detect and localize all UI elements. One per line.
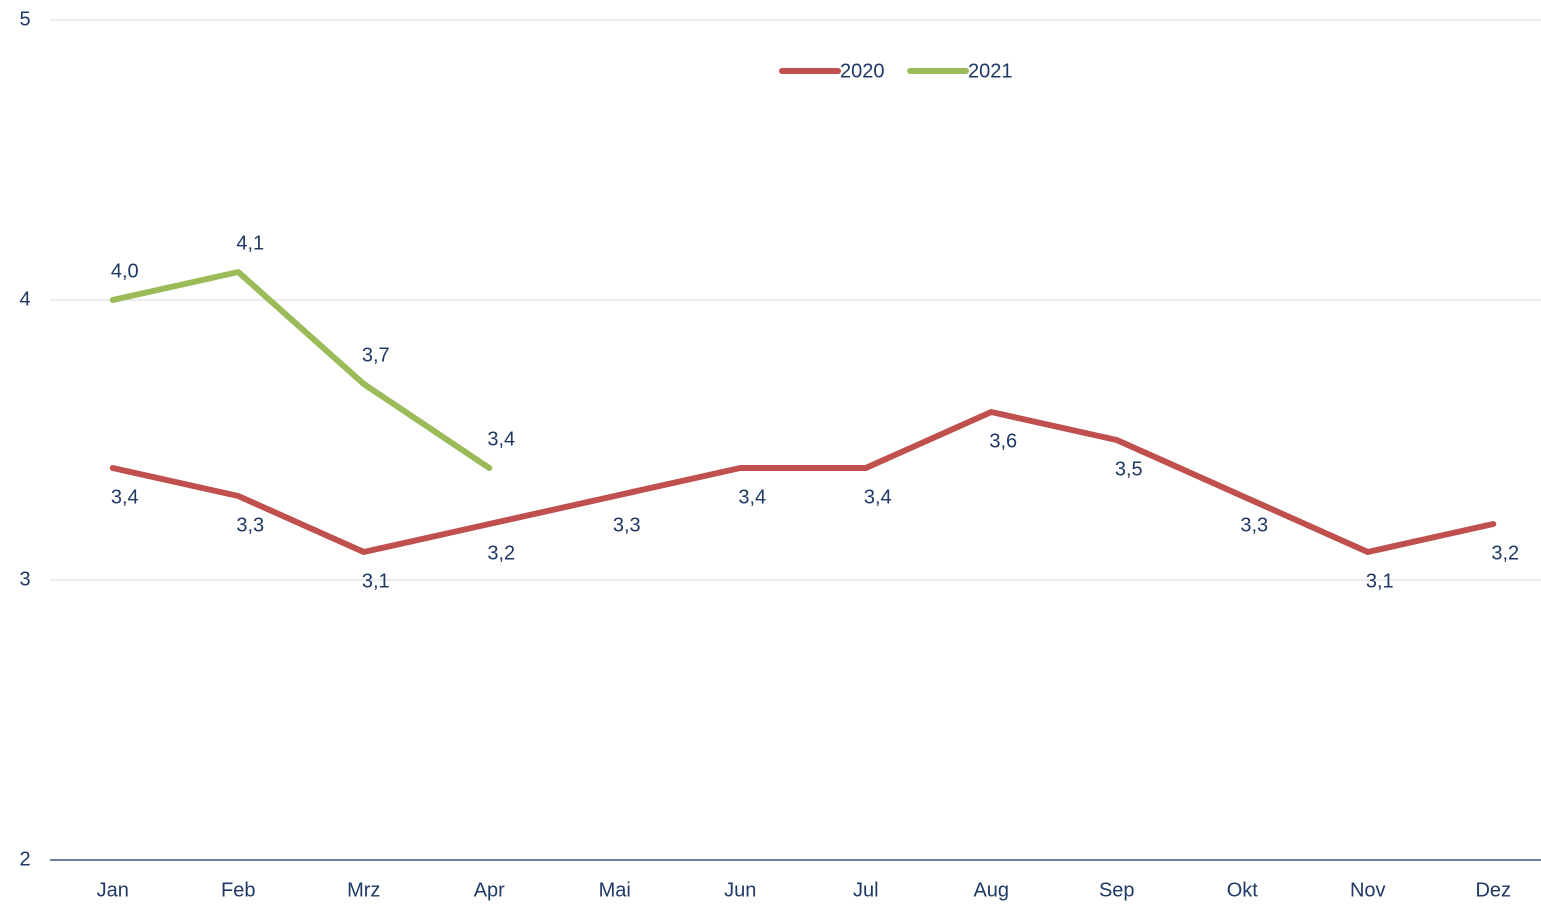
series-line bbox=[109, 409, 1497, 555]
series-line bbox=[109, 269, 493, 471]
data-label: 3,4 bbox=[487, 428, 515, 450]
y-tick-label: 5 bbox=[19, 8, 30, 30]
x-tick-label: Jun bbox=[724, 879, 756, 901]
x-tick-label: Apr bbox=[474, 879, 505, 901]
x-tick-label: Nov bbox=[1350, 879, 1386, 901]
data-label: 3,7 bbox=[362, 344, 390, 366]
data-label: 3,3 bbox=[236, 514, 264, 536]
y-tick-label: 4 bbox=[19, 288, 30, 310]
data-label: 3,1 bbox=[1366, 570, 1394, 592]
data-label: 3,4 bbox=[864, 486, 892, 508]
x-tick-label: Aug bbox=[973, 879, 1009, 901]
data-label: 3,1 bbox=[362, 570, 390, 592]
data-label: 4,1 bbox=[236, 232, 264, 254]
legend-label: 2021 bbox=[968, 60, 1013, 82]
data-label: 3,4 bbox=[111, 486, 139, 508]
data-label: 3,4 bbox=[738, 486, 766, 508]
x-tick-label: Mrz bbox=[347, 879, 380, 901]
data-label: 3,2 bbox=[487, 542, 515, 564]
x-tick-label: Jul bbox=[853, 879, 879, 901]
x-tick-label: Jan bbox=[97, 879, 129, 901]
x-tick-label: Sep bbox=[1099, 879, 1135, 901]
data-label: 4,0 bbox=[111, 260, 139, 282]
x-tick-label: Feb bbox=[221, 879, 255, 901]
x-tick-label: Okt bbox=[1227, 879, 1259, 901]
data-label: 3,2 bbox=[1491, 542, 1519, 564]
y-tick-label: 3 bbox=[19, 568, 30, 590]
y-tick-label: 2 bbox=[19, 848, 30, 870]
legend-label: 2020 bbox=[840, 60, 885, 82]
data-label: 3,5 bbox=[1115, 458, 1143, 480]
x-tick-label: Mai bbox=[599, 879, 631, 901]
data-label: 3,3 bbox=[613, 514, 641, 536]
x-tick-label: Dez bbox=[1475, 879, 1511, 901]
data-label: 3,6 bbox=[989, 430, 1017, 452]
data-label: 3,3 bbox=[1240, 514, 1268, 536]
